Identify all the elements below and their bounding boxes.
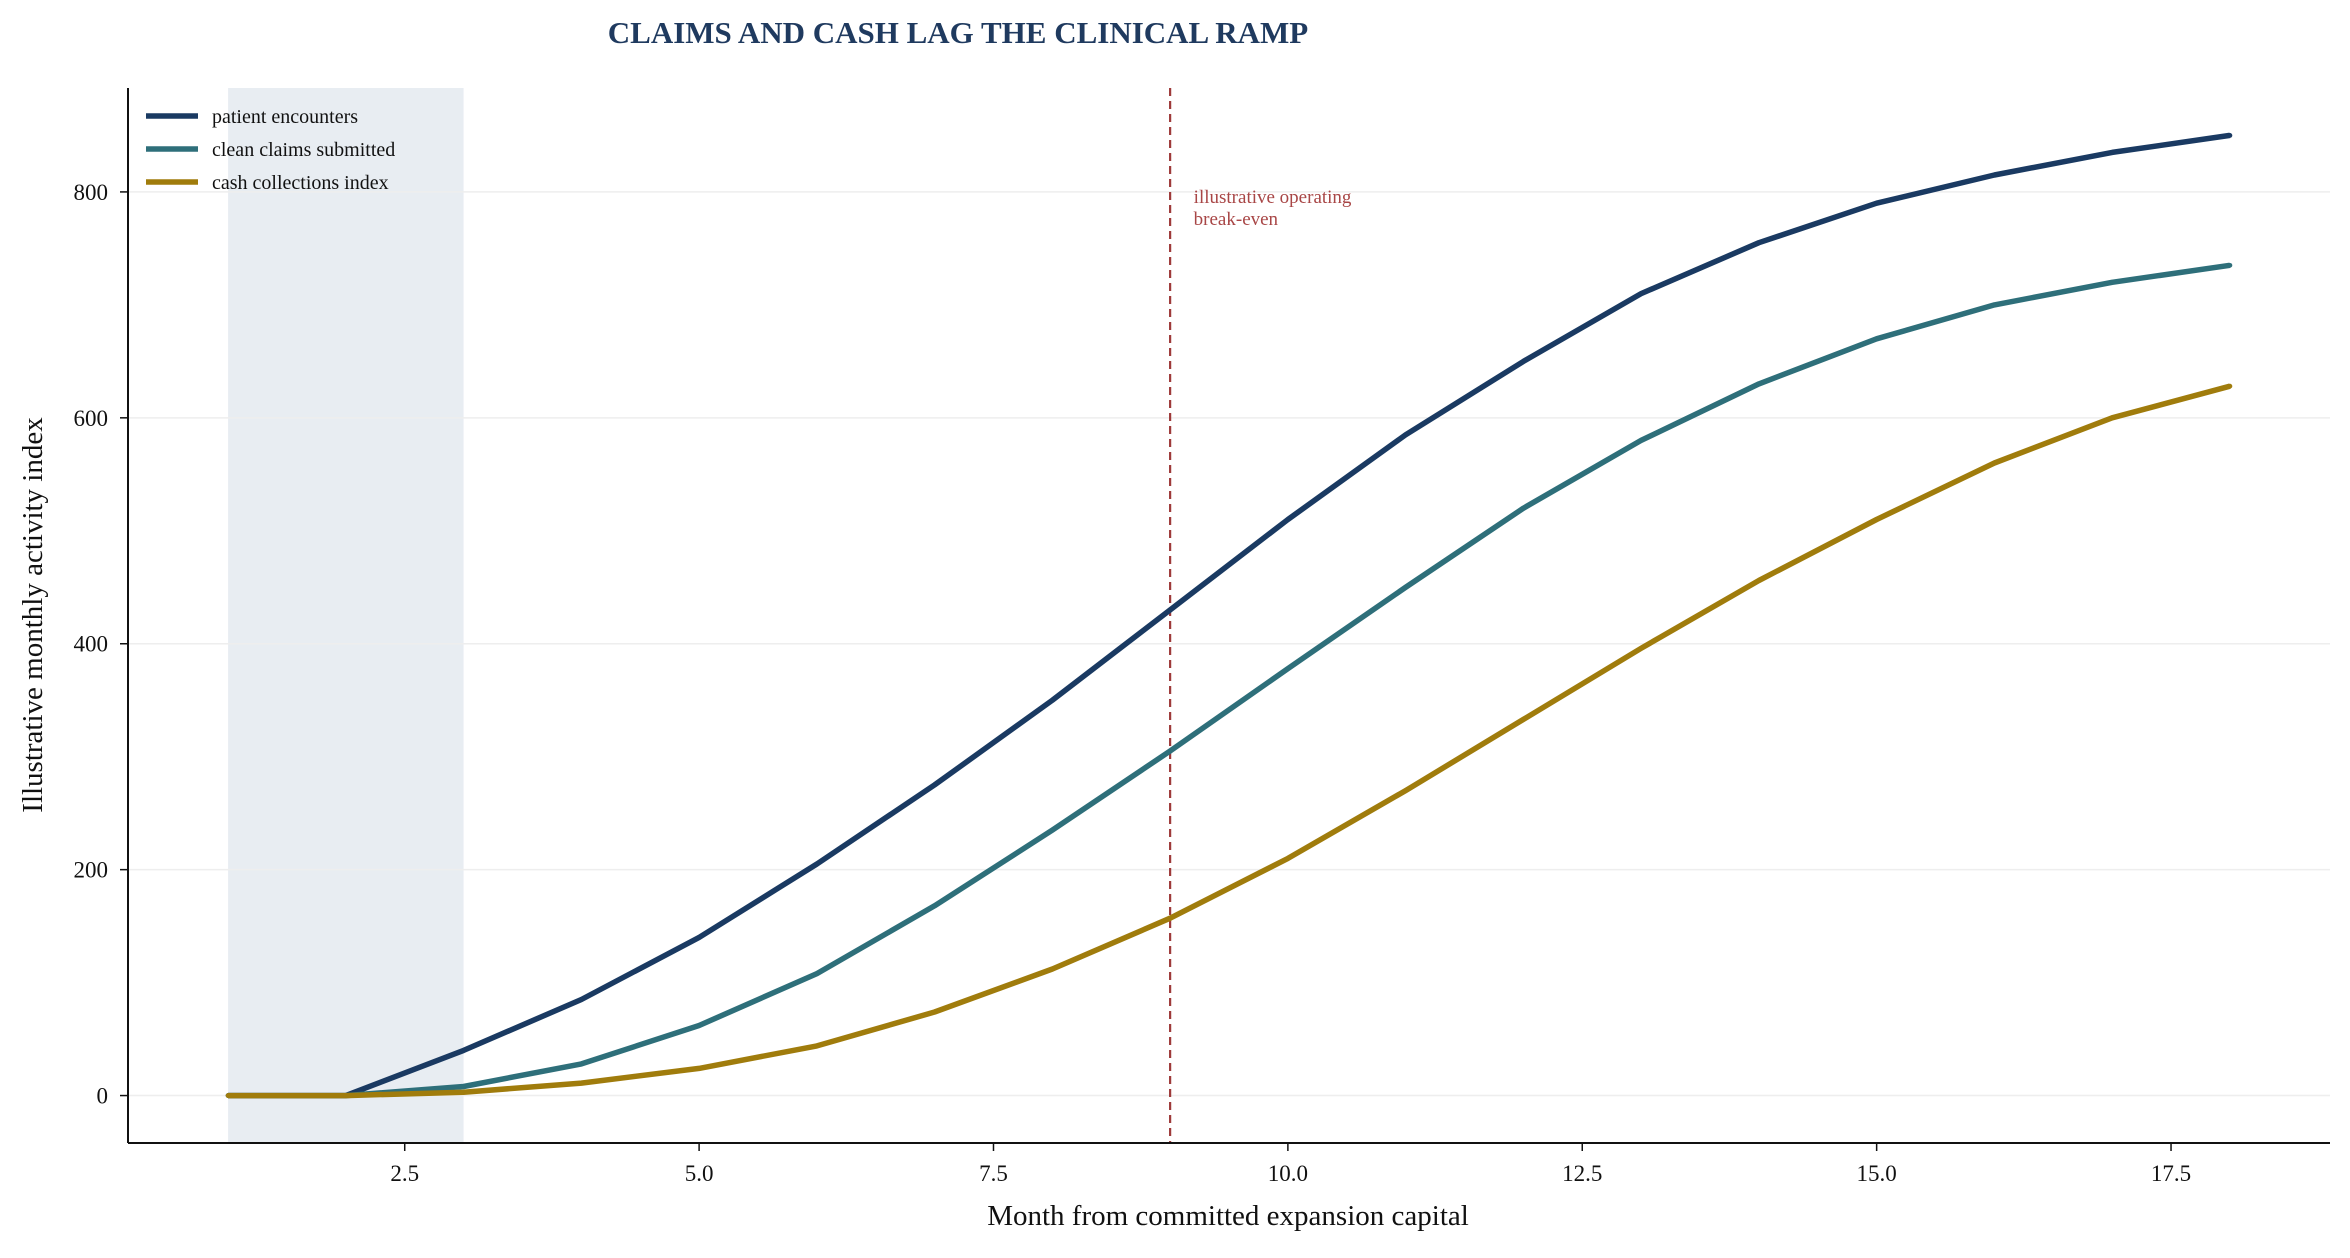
data-point-1-17 — [2227, 262, 2233, 268]
data-point-1-6 — [932, 903, 938, 909]
y-tick-label-2: 400 — [74, 632, 109, 657]
data-point-1-3 — [578, 1061, 584, 1067]
x-tick-label-2: 7.5 — [979, 1161, 1008, 1186]
data-point-2-10 — [1403, 788, 1409, 793]
data-point-1-7 — [1049, 827, 1055, 833]
data-point-2-11 — [1520, 717, 1526, 722]
x-tick-label-5: 15.0 — [1857, 1161, 1897, 1186]
data-point-2-1 — [343, 1093, 349, 1098]
data-point-0-14 — [1874, 200, 1880, 206]
data-point-0-15 — [1992, 172, 1997, 178]
x-tick-label-4: 12.5 — [1562, 1161, 1602, 1186]
data-point-2-2 — [461, 1089, 466, 1095]
data-point-2-17 — [2227, 383, 2233, 389]
x-tick-label-3: 10.0 — [1268, 1161, 1308, 1186]
y-axis-label: Illustrative monthly activity index — [17, 417, 49, 813]
shaded-region — [228, 88, 464, 1143]
data-point-2-8 — [1167, 915, 1173, 921]
x-tick-label-1: 5.0 — [685, 1161, 714, 1186]
x-tick-label-0: 2.5 — [390, 1161, 419, 1186]
data-point-2-9 — [1285, 855, 1291, 861]
legend-label-2: cash collections index — [212, 172, 389, 194]
data-point-1-2 — [461, 1084, 466, 1089]
data-point-0-17 — [2227, 133, 2233, 138]
data-point-2-5 — [814, 1043, 820, 1049]
chart-title: CLAIMS AND CASH LAG THE CLINICAL RAMP — [608, 15, 1309, 50]
data-point-0-8 — [1167, 607, 1173, 613]
data-point-0-12 — [1638, 291, 1644, 296]
axes-layer: 2.5 5.0 7.5 10.0 12.5 15.0 17.5 0 200 400 600 800 — [74, 88, 2330, 1186]
data-point-1-15 — [1992, 302, 1997, 308]
data-point-0-5 — [814, 861, 820, 867]
data-point-1-13 — [1756, 381, 1762, 387]
data-point-2-15 — [1992, 460, 1997, 466]
x-tick-label-6: 17.5 — [2151, 1161, 2191, 1186]
data-point-0-6 — [932, 782, 938, 788]
data-point-0-16 — [2109, 149, 2115, 155]
series-line-1 — [228, 262, 2231, 1099]
shaded-region-layer — [228, 88, 464, 1143]
data-point-0-13 — [1756, 240, 1762, 246]
legend-label-1: clean claims submitted — [212, 139, 395, 161]
legend: patient encounters clean claims submitted… — [146, 106, 395, 194]
series-line-2 — [228, 383, 2231, 1099]
data-point-2-6 — [932, 1009, 938, 1015]
data-point-2-0 — [225, 1093, 231, 1098]
data-point-0-4 — [696, 935, 702, 940]
series-line-0 — [228, 132, 2231, 1099]
data-point-1-16 — [2109, 279, 2115, 285]
data-point-1-5 — [814, 971, 820, 976]
x-axis-label: Month from committed expansion capital — [987, 1200, 1469, 1232]
data-point-2-14 — [1874, 517, 1880, 522]
data-point-1-14 — [1874, 336, 1880, 342]
y-tick-label-1: 200 — [74, 858, 109, 883]
data-point-2-13 — [1756, 578, 1762, 583]
grid-layer — [128, 191, 2330, 1097]
break-even-annotation-line-1: break-even — [1194, 209, 1279, 230]
data-point-2-4 — [696, 1066, 702, 1071]
data-point-0-7 — [1049, 697, 1055, 703]
data-point-0-9 — [1285, 517, 1291, 522]
data-point-0-2 — [461, 1047, 466, 1053]
y-tick-label-0: 0 — [97, 1084, 109, 1109]
y-tick-label-4: 800 — [74, 180, 109, 205]
data-point-1-9 — [1285, 666, 1291, 671]
data-point-2-16 — [2109, 415, 2115, 421]
data-point-1-4 — [696, 1023, 702, 1028]
data-point-1-10 — [1403, 584, 1409, 590]
data-point-1-8 — [1167, 748, 1173, 754]
legend-label-0: patient encounters — [212, 106, 358, 128]
y-tick-label-3: 600 — [74, 406, 109, 431]
data-point-0-3 — [578, 997, 584, 1002]
data-point-2-7 — [1049, 966, 1055, 972]
series-layer — [225, 132, 2233, 1099]
data-point-1-11 — [1520, 505, 1526, 511]
data-point-2-12 — [1638, 645, 1644, 651]
data-point-1-12 — [1638, 438, 1644, 443]
data-point-0-11 — [1520, 358, 1526, 364]
data-point-2-3 — [578, 1080, 584, 1086]
data-point-0-10 — [1403, 432, 1409, 438]
break-even-annotation-line-0: illustrative operating — [1194, 187, 1352, 208]
